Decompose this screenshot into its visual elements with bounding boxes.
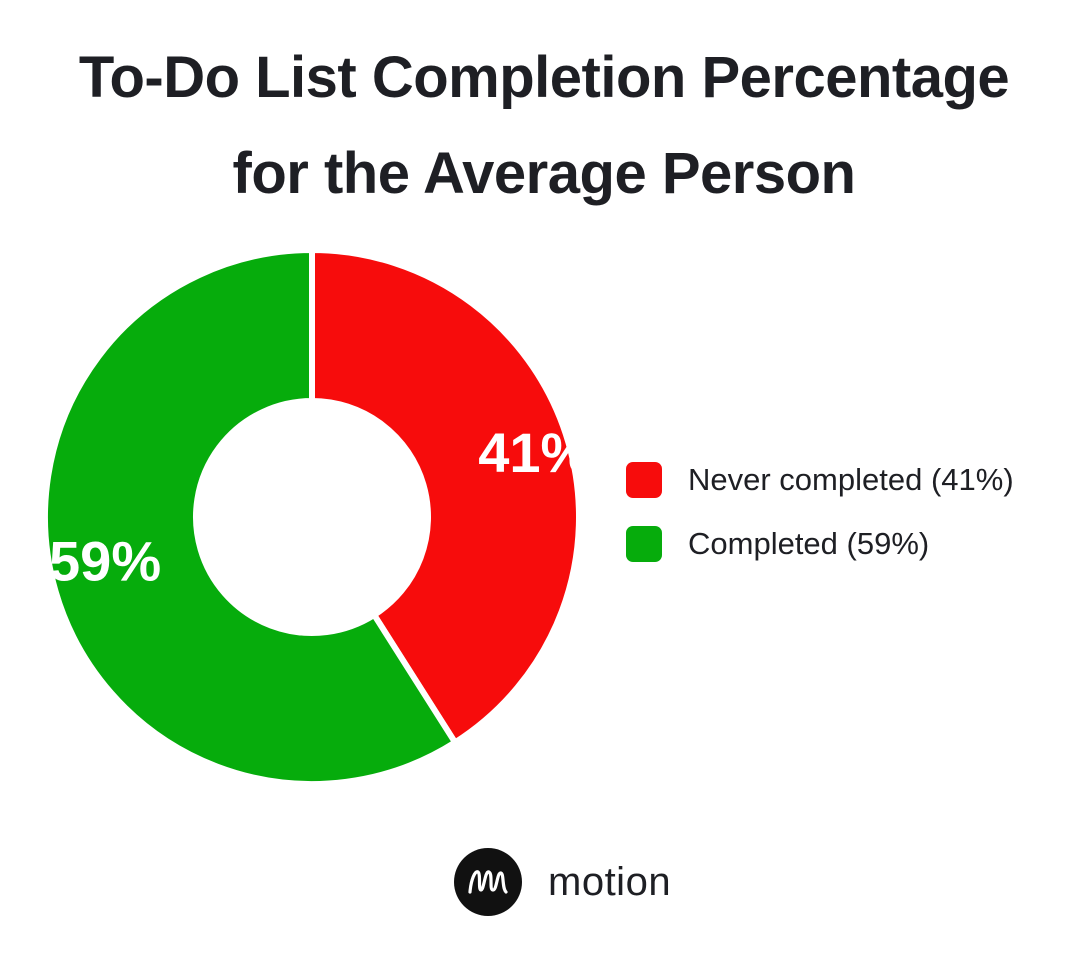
brand-footer: motion bbox=[454, 848, 671, 916]
legend-swatch-completed bbox=[626, 526, 662, 562]
legend-label-completed: Completed (59%) bbox=[688, 526, 930, 561]
data-label-never-completed: 41% bbox=[478, 421, 590, 484]
legend-item-completed: Completed (59%) bbox=[626, 522, 1014, 566]
motion-logo-icon bbox=[454, 848, 522, 916]
legend-label-never-completed: Never completed (41%) bbox=[688, 462, 1014, 497]
brand-name: motion bbox=[548, 859, 672, 904]
legend-item-never-completed: Never completed (41%) bbox=[626, 458, 1014, 502]
legend-swatch-never-completed bbox=[626, 462, 662, 498]
chart-title-line-2: for the Average Person bbox=[232, 141, 856, 206]
donut-slice-completed bbox=[42, 246, 460, 787]
chart-title-line-1: To-Do List Completion Percentage bbox=[78, 45, 1010, 110]
data-label-completed: 59% bbox=[49, 529, 161, 592]
chart-title: To-Do List Completion Percentage for the… bbox=[0, 30, 1088, 222]
chart-legend: Never completed (41%) Completed (59%) bbox=[626, 458, 1014, 586]
